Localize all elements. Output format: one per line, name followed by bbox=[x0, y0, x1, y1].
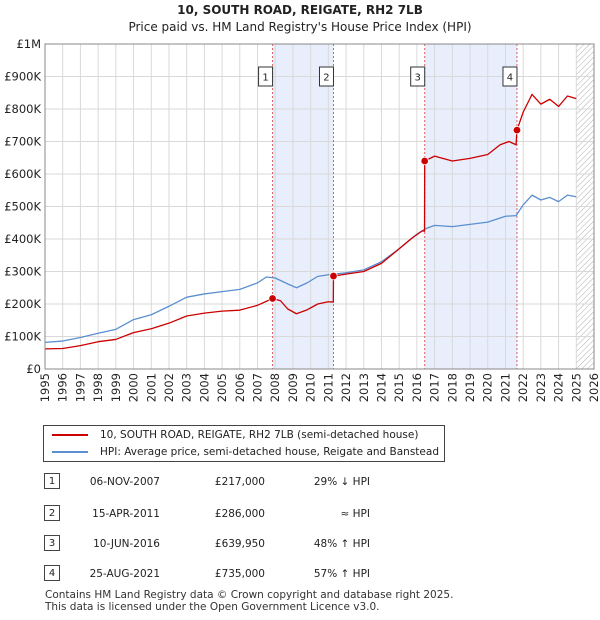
legend-label-property: 10, SOUTH ROAD, REIGATE, RH2 7LB (semi-d… bbox=[100, 429, 419, 441]
sale-number-badge: 1 bbox=[44, 473, 60, 489]
footer-note: Contains HM Land Registry data © Crown c… bbox=[45, 589, 453, 613]
x-tick-label: 2013 bbox=[357, 373, 371, 402]
x-tick-label: 2023 bbox=[534, 373, 548, 402]
y-tick-label: £200K bbox=[4, 297, 41, 311]
chart-title: 10, SOUTH ROAD, REIGATE, RH2 7LB bbox=[177, 3, 423, 17]
x-tick-label: 2001 bbox=[144, 373, 158, 402]
x-tick-label: 2015 bbox=[392, 373, 406, 402]
x-tick-label: 2008 bbox=[268, 373, 282, 402]
x-tick-label: 2011 bbox=[321, 373, 335, 402]
x-tick-label: 2002 bbox=[162, 373, 176, 402]
sale-box-4 bbox=[502, 66, 518, 87]
footer-copyright: Contains HM Land Registry data © Crown c… bbox=[45, 589, 454, 601]
y-tick-label: £800K bbox=[4, 102, 41, 116]
x-tick-label: 2018 bbox=[445, 373, 459, 402]
y-tick-label: £400K bbox=[4, 232, 41, 246]
footer-licence: This data is licensed under the Open Gov… bbox=[45, 601, 380, 613]
sale-box-2 bbox=[318, 66, 334, 87]
sale-box-label-3: 3 bbox=[415, 73, 421, 84]
y-tick-label: £100K bbox=[4, 330, 41, 344]
legend-item-property: 10, SOUTH ROAD, REIGATE, RH2 7LB (semi-d… bbox=[44, 427, 442, 443]
x-tick-label: 2019 bbox=[463, 373, 477, 402]
property-price-line bbox=[45, 93, 577, 350]
sale-box-3 bbox=[410, 66, 426, 87]
x-tick-label: 2014 bbox=[374, 373, 388, 402]
y-tick-label: £1M bbox=[16, 37, 41, 51]
x-tick-label: 2022 bbox=[516, 373, 530, 402]
sale-number-badge: 3 bbox=[44, 535, 60, 551]
sale-box-label-4: 4 bbox=[507, 73, 513, 84]
sale-date: 06-NOV-2007 bbox=[89, 476, 160, 488]
hpi-line bbox=[45, 194, 577, 343]
sale-date: 25-AUG-2021 bbox=[89, 568, 160, 580]
sale-price: £217,000 bbox=[214, 476, 265, 488]
x-tick-label: 2026 bbox=[587, 373, 600, 402]
sale-number-badge: 2 bbox=[44, 505, 60, 521]
y-tick-label: £600K bbox=[4, 167, 41, 181]
x-tick-label: 1997 bbox=[73, 373, 87, 402]
legend-swatch-property bbox=[52, 434, 88, 436]
y-tick-label: £700K bbox=[4, 135, 41, 149]
x-tick-label: 2004 bbox=[197, 373, 211, 402]
x-tick-label: 2016 bbox=[410, 373, 424, 402]
sale-hpi-diff: 48% ↑ HPI bbox=[313, 538, 370, 550]
price-chart: 1 2 3 4 £0 £100K £200K £300K £400K £500K £600K £70… bbox=[4, 37, 600, 402]
table-row: 3 10-JUN-2016 £639,950 48% ↑ HPI bbox=[0, 534, 600, 554]
sale-point-4 bbox=[512, 125, 522, 135]
plot-frame bbox=[44, 43, 595, 370]
x-tick-label: 2021 bbox=[498, 373, 512, 402]
sale-box-label-1: 1 bbox=[262, 73, 268, 84]
chart-legend: 10, SOUTH ROAD, REIGATE, RH2 7LB (semi-d… bbox=[43, 425, 445, 462]
y-tick-label: £500K bbox=[4, 200, 41, 214]
table-row: 2 15-APR-2011 £286,000 ≈ HPI bbox=[0, 504, 600, 524]
legend-item-hpi: HPI: Average price, semi-detached house,… bbox=[44, 444, 442, 460]
sale-price: £639,950 bbox=[214, 538, 265, 550]
sale-price: £735,000 bbox=[214, 568, 265, 580]
sale-date: 10-JUN-2016 bbox=[93, 538, 160, 550]
x-tick-label: 2025 bbox=[569, 373, 583, 402]
sale-hpi-diff: ≈ HPI bbox=[340, 508, 370, 520]
y-tick-label: £900K bbox=[4, 70, 41, 84]
x-tick-label: 2006 bbox=[233, 373, 247, 402]
y-tick-label: £300K bbox=[4, 265, 41, 279]
x-tick-label: 1998 bbox=[91, 373, 105, 402]
x-tick-label: 1999 bbox=[109, 373, 123, 402]
sale-point-1 bbox=[268, 294, 277, 303]
x-tick-label: 2007 bbox=[251, 373, 265, 402]
sale-date: 15-APR-2011 bbox=[92, 508, 160, 520]
x-tick-label: 2020 bbox=[481, 373, 495, 402]
sale-box-label-2: 2 bbox=[323, 73, 329, 84]
sale-point-2 bbox=[329, 271, 338, 281]
sale-number-badge: 4 bbox=[44, 565, 60, 581]
x-tick-label: 2009 bbox=[286, 373, 300, 402]
sale-hpi-diff: 29% ↓ HPI bbox=[313, 476, 370, 488]
x-tick-label: 1995 bbox=[38, 373, 52, 402]
y-tick-label: £0 bbox=[26, 362, 41, 376]
sale-hpi-diff: 57% ↑ HPI bbox=[313, 568, 370, 580]
x-tick-label: 2012 bbox=[339, 373, 353, 402]
legend-swatch-hpi bbox=[52, 451, 88, 453]
table-row: 4 25-AUG-2021 £735,000 57% ↑ HPI bbox=[0, 564, 600, 584]
table-row: 1 06-NOV-2007 £217,000 29% ↓ HPI bbox=[0, 472, 600, 492]
x-tick-label: 1996 bbox=[56, 373, 70, 402]
x-tick-label: 2010 bbox=[304, 373, 318, 402]
x-tick-label: 2003 bbox=[180, 373, 194, 402]
x-tick-label: 2024 bbox=[552, 373, 566, 402]
sale-box-1 bbox=[258, 66, 274, 87]
x-tick-label: 2005 bbox=[215, 373, 229, 402]
sale-price: £286,000 bbox=[214, 508, 265, 520]
x-tick-label: 2000 bbox=[127, 373, 141, 402]
legend-label-hpi: HPI: Average price, semi-detached house,… bbox=[100, 446, 439, 458]
sale-point-3 bbox=[420, 156, 429, 166]
chart-subtitle: Price paid vs. HM Land Registry's House … bbox=[128, 20, 472, 34]
x-tick-label: 2017 bbox=[428, 373, 442, 402]
